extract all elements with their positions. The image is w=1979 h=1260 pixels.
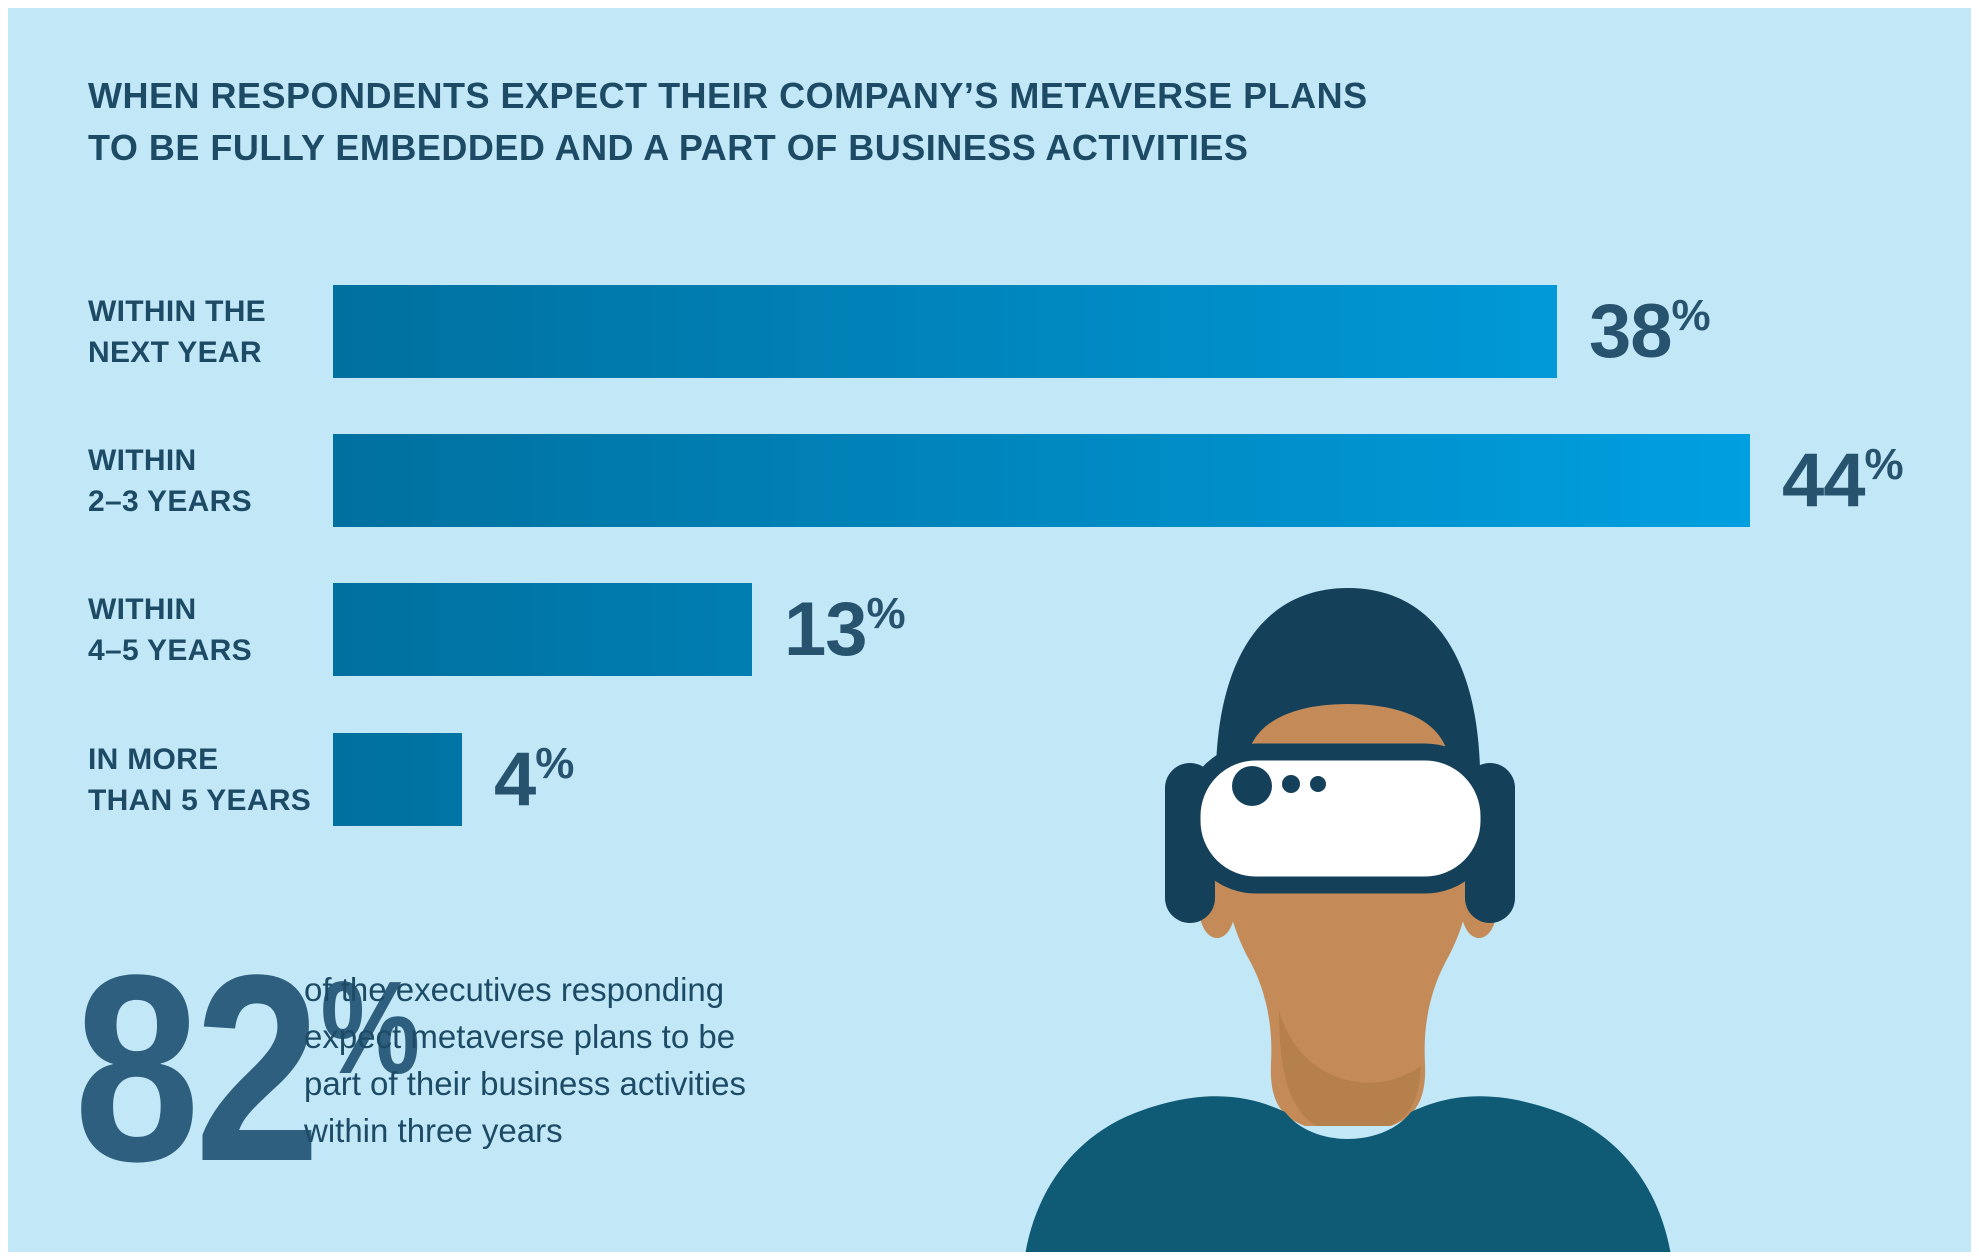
infographic-panel: WHEN RESPONDENTS EXPECT THEIR COMPANY’S … — [8, 8, 1971, 1252]
bar-value: 13 % — [784, 586, 906, 672]
bar — [333, 285, 1557, 378]
callout-value: 82 % — [74, 936, 420, 1202]
callout-text: of the executives responding expect meta… — [304, 971, 747, 1149]
percent-sign: % — [535, 738, 575, 788]
bar-row: WITHIN THE NEXT YEAR 38 % — [8, 285, 1971, 378]
headset-camera-dot — [1232, 766, 1272, 806]
bar-row: WITHIN 2–3 YEARS 44 % — [8, 434, 1971, 527]
percent-sign: % — [1671, 290, 1711, 340]
bar-category-label: WITHIN THE NEXT YEAR — [88, 294, 266, 369]
percent-sign: % — [320, 954, 421, 1101]
person-vr-illustration — [1025, 588, 1671, 1252]
bar-value-number: 44 — [1782, 437, 1866, 523]
shirt-shape — [1025, 1096, 1671, 1252]
chart-title: WHEN RESPONDENTS EXPECT THEIR COMPANY’S … — [88, 75, 1368, 168]
headset-camera-dot — [1310, 776, 1326, 792]
percent-sign: % — [866, 588, 906, 638]
neck-shadow-shape — [1279, 1010, 1421, 1126]
bar-value-number: 4 — [494, 736, 536, 822]
bar-value: 44 % — [1782, 437, 1904, 523]
percent-sign: % — [1864, 439, 1904, 489]
bar-row: IN MORE THAN 5 YEARS 4 % — [8, 733, 1971, 826]
bar-value-number: 13 — [784, 586, 868, 672]
cap-shape — [1215, 588, 1481, 862]
bar — [333, 434, 1750, 527]
bar-value: 4 % — [494, 736, 575, 822]
bar — [333, 583, 752, 676]
bar-value-number: 38 — [1589, 288, 1673, 374]
bar-row: WITHIN 4–5 YEARS 13 % — [8, 583, 1971, 676]
callout-value-number: 82 — [74, 920, 320, 1217]
headset-camera-dot — [1282, 775, 1300, 793]
bar-category-label: WITHIN 2–3 YEARS — [88, 443, 252, 518]
bar-category-label: IN MORE THAN 5 YEARS — [88, 742, 312, 817]
bar-category-label: WITHIN 4–5 YEARS — [88, 592, 252, 667]
bar — [333, 733, 462, 826]
vr-headset-shape — [1183, 743, 1498, 894]
bar-value: 38 % — [1589, 288, 1711, 374]
